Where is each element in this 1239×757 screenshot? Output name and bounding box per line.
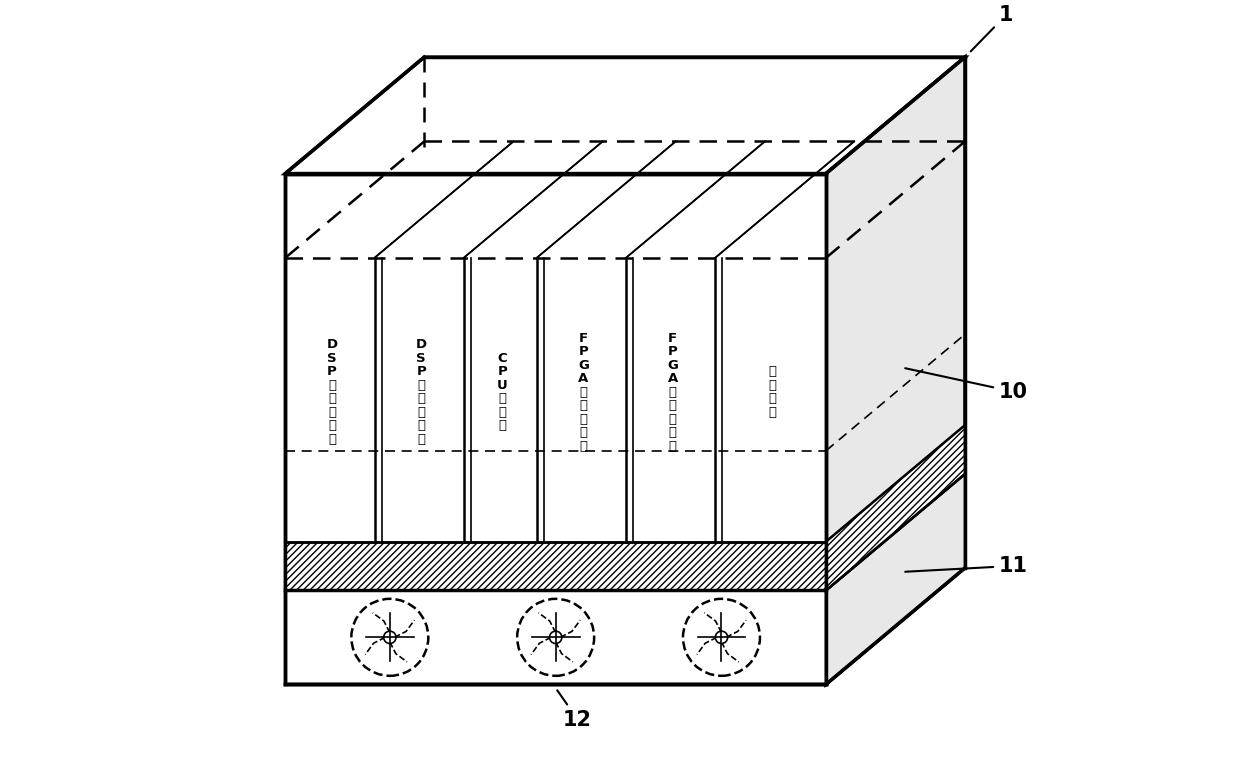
Polygon shape — [285, 173, 826, 684]
Text: C
P
U
主
控
卡: C P U 主 控 卡 — [497, 352, 508, 432]
Polygon shape — [826, 57, 965, 684]
Text: F
P
G
A
光
纤
接
口
卡: F P G A 光 纤 接 口 卡 — [579, 332, 589, 453]
Text: 电
源
模
块: 电 源 模 块 — [768, 366, 777, 419]
Polygon shape — [826, 425, 965, 590]
Text: D
S
P
运
动
控
制
卡: D S P 运 动 控 制 卡 — [415, 338, 426, 446]
Text: D
S
P
运
动
控
制
卡: D S P 运 动 控 制 卡 — [326, 338, 337, 446]
Circle shape — [715, 631, 727, 643]
Polygon shape — [826, 474, 965, 684]
Circle shape — [384, 631, 396, 643]
Polygon shape — [285, 541, 826, 590]
Text: 1: 1 — [970, 5, 1014, 51]
Text: 12: 12 — [558, 690, 592, 730]
Circle shape — [550, 631, 561, 643]
Text: F
P
G
A
光
纤
接
口
卡: F P G A 光 纤 接 口 卡 — [668, 332, 678, 453]
Text: 11: 11 — [906, 556, 1028, 576]
Polygon shape — [285, 57, 965, 173]
Text: 10: 10 — [906, 368, 1028, 402]
